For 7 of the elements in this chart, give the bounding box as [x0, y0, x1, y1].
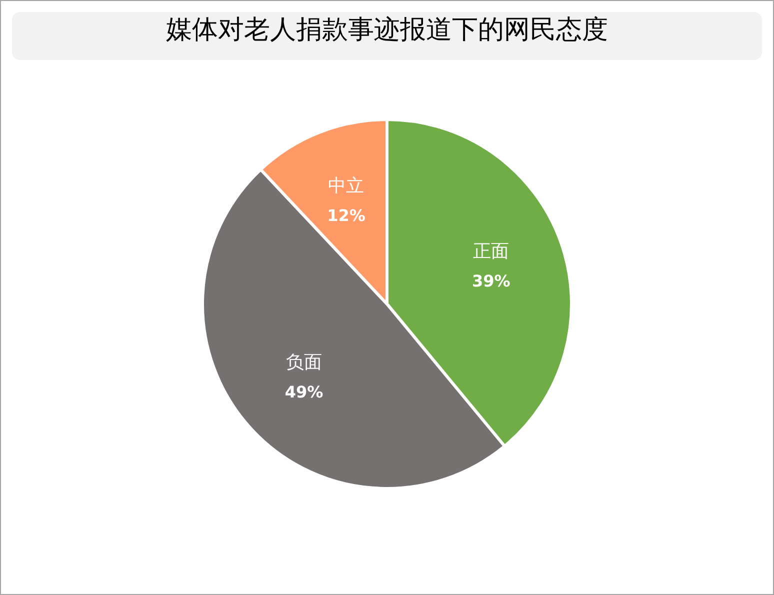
- slice-label: 负面: [286, 352, 322, 373]
- slice-label: 中立: [328, 176, 364, 197]
- data-label: 12%: [327, 206, 366, 226]
- data-label: 49%: [284, 382, 324, 402]
- slice-label: 正面: [473, 241, 510, 262]
- chart-title: 媒体对老人捐款事迹报道下的网民态度: [12, 12, 762, 60]
- data-label: 39%: [472, 272, 510, 291]
